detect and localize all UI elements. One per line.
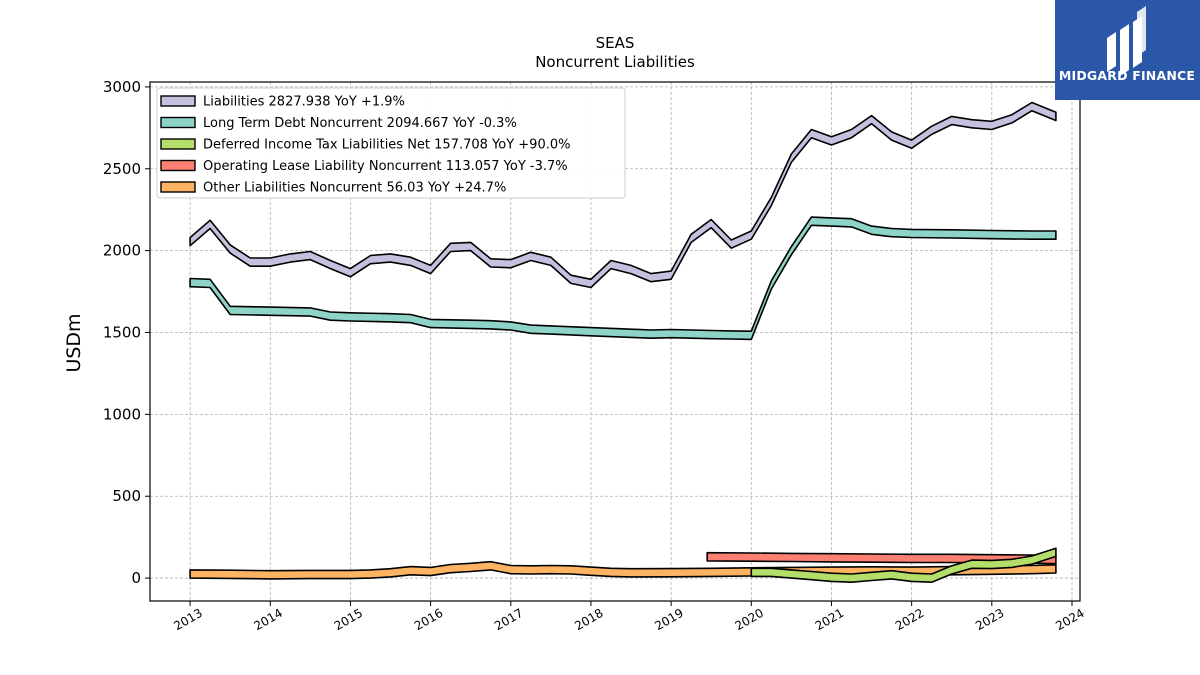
- x-tick-label: 2024: [1053, 606, 1086, 633]
- legend-entry: Other Liabilities Noncurrent 56.03 YoY +…: [203, 181, 506, 196]
- x-tick-label: 2021: [813, 606, 846, 633]
- y-tick-label: 500: [112, 487, 141, 505]
- legend-swatch: [160, 181, 196, 193]
- x-tick-label: 2018: [572, 606, 605, 633]
- series-deferred-income-tax-liabilities-net: [750, 547, 1057, 584]
- legend-entry: Long Term Debt Noncurrent 2094.667 YoY -…: [203, 116, 517, 131]
- x-tick-label: 2022: [893, 606, 926, 633]
- chart-subtitle: Noncurrent Liabilities: [535, 53, 695, 71]
- legend-entry: Liabilities 2827.938 YoY +1.9%: [203, 95, 405, 110]
- brand-logo: MIDGARD FINANCE: [1055, 0, 1200, 100]
- series-long-term-debt-noncurrent: [189, 216, 1057, 341]
- x-tick-label: 2020: [733, 606, 766, 633]
- legend-entry: Deferred Income Tax Liabilities Net 157.…: [203, 138, 571, 153]
- x-tick-label: 2016: [412, 606, 445, 633]
- x-tick-label: 2019: [652, 606, 685, 633]
- x-tick-label: 2023: [973, 606, 1006, 633]
- series-liabilities: [189, 101, 1057, 289]
- legend-swatch: [160, 138, 196, 150]
- x-tick-label: 2014: [252, 606, 285, 633]
- legend-box: [156, 87, 626, 199]
- plot-frame: [149, 81, 1081, 602]
- y-tick-label: 1500: [103, 323, 141, 341]
- y-tick-label: 2500: [103, 160, 141, 178]
- x-tick-label: 2017: [492, 606, 525, 633]
- y-tick-label: 2000: [103, 242, 141, 260]
- x-tick-label: 2015: [332, 606, 365, 633]
- series-layer: [189, 101, 1057, 584]
- legend: Liabilities 2827.938 YoY +1.9% Long Term …: [156, 87, 626, 199]
- legend-swatch: [160, 95, 196, 107]
- x-tick-label: 2013: [171, 606, 204, 633]
- logo-text: MIDGARD FINANCE: [1059, 68, 1195, 83]
- y-tick-label: 3000: [103, 78, 141, 96]
- logo-mark-icon: [1107, 6, 1146, 76]
- legend-swatch: [160, 159, 196, 172]
- chart-title: SEAS: [596, 34, 635, 52]
- legend-entry: Operating Lease Liability Noncurrent 113…: [203, 159, 568, 174]
- y-tick-label: 1000: [103, 405, 141, 423]
- legend-swatch: [160, 116, 196, 129]
- y-tick-label: 0: [131, 569, 141, 587]
- y-axis-label: USDm: [63, 313, 85, 372]
